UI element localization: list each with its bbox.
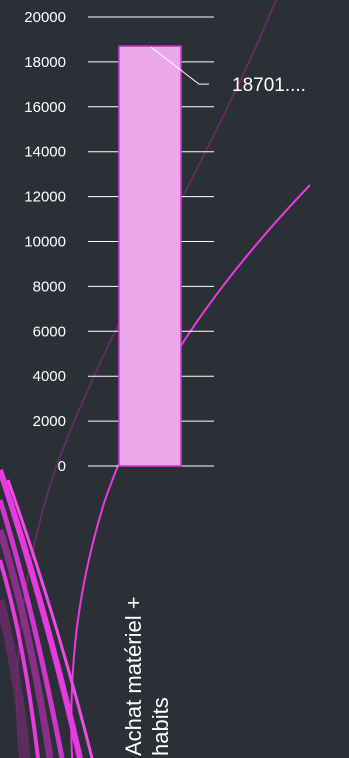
decor-swoosh-1 xyxy=(0,469,83,758)
data-labels: 18701.... xyxy=(150,46,306,96)
decor-swoosh-6 xyxy=(6,479,94,758)
y-tick-label: 14000 xyxy=(24,144,66,161)
decor-swoosh-2 xyxy=(0,499,65,758)
y-tick-label: 0 xyxy=(58,458,66,475)
y-tick-label: 12000 xyxy=(24,189,66,206)
bars xyxy=(118,45,182,467)
y-tick-label: 4000 xyxy=(33,368,66,385)
decor-swoosh-4 xyxy=(0,559,40,758)
data-label: 18701.... xyxy=(232,75,306,96)
y-tick-label: 20000 xyxy=(24,9,66,26)
decorative-swooshes xyxy=(0,0,311,758)
decor-swoosh-thin-2 xyxy=(70,184,311,758)
y-tick-label: 8000 xyxy=(33,278,66,295)
decor-swoosh-3 xyxy=(0,528,54,758)
x-category-label: Achat matériel + habits xyxy=(121,596,173,756)
decor-swoosh-thin-1 xyxy=(15,0,277,758)
y-tick-label: 2000 xyxy=(33,413,66,430)
bar xyxy=(118,45,182,467)
x-category-label-line: Achat matériel + xyxy=(121,596,146,756)
decor-swoosh-5 xyxy=(0,598,31,758)
y-tick-label: 18000 xyxy=(24,54,66,71)
x-axis-category-labels: Achat matériel + habits xyxy=(121,596,173,756)
y-tick-label: 6000 xyxy=(33,323,66,340)
x-category-label-line: habits xyxy=(148,697,173,756)
y-axis-tick-labels: 0 2000 4000 6000 8000 10000 12000 14000 16000 180… xyxy=(24,9,66,475)
data-label-leader-line xyxy=(150,46,209,85)
y-tick-label: 10000 xyxy=(24,234,66,251)
y-tick-label: 16000 xyxy=(24,99,66,116)
